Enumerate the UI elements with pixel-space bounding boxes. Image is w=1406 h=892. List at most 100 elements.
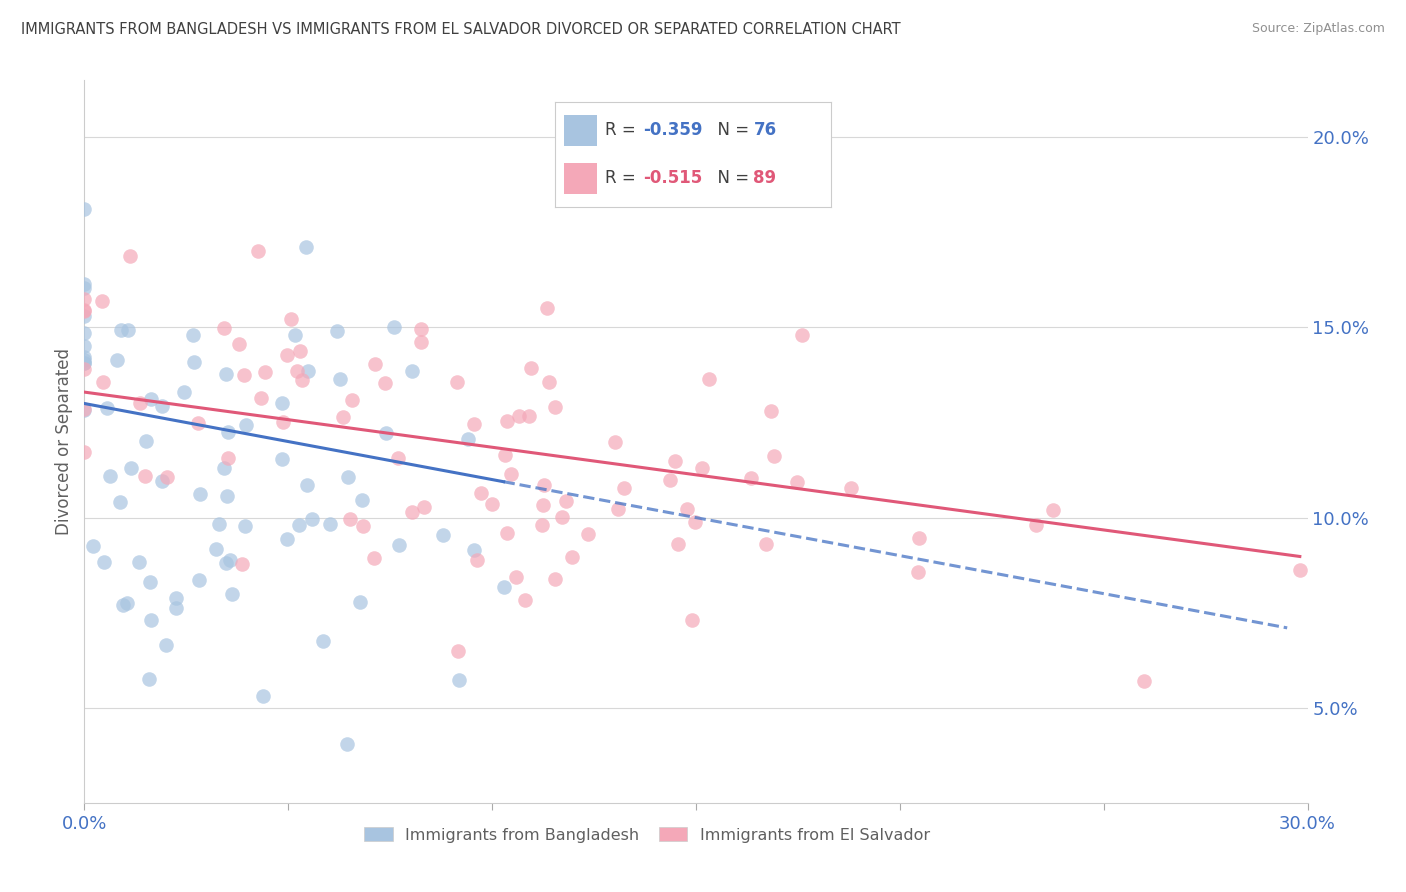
Point xyxy=(297,364,319,378)
Point xyxy=(134,469,156,483)
Point xyxy=(446,375,468,389)
Point xyxy=(231,558,253,572)
Point xyxy=(139,574,162,589)
Point xyxy=(284,328,307,343)
Point xyxy=(759,404,782,418)
Point xyxy=(496,526,519,541)
Point xyxy=(555,493,578,508)
Point xyxy=(215,368,238,382)
Point xyxy=(494,448,516,462)
Point xyxy=(73,292,96,306)
Point xyxy=(666,537,689,551)
Point xyxy=(73,444,96,458)
Point xyxy=(232,368,254,382)
Point xyxy=(73,353,96,368)
Point xyxy=(387,451,409,466)
Point xyxy=(1133,674,1156,689)
Point xyxy=(73,356,96,370)
Point xyxy=(675,501,697,516)
Point xyxy=(457,432,479,446)
Point xyxy=(108,495,131,509)
Point xyxy=(212,321,235,335)
Point xyxy=(280,311,302,326)
Point xyxy=(188,486,211,500)
Point xyxy=(740,471,762,485)
Point xyxy=(839,481,862,495)
Point xyxy=(98,469,121,483)
Point xyxy=(340,393,363,408)
Point xyxy=(449,673,471,687)
Point xyxy=(326,324,349,338)
Point xyxy=(217,425,239,439)
Text: Source: ZipAtlas.com: Source: ZipAtlas.com xyxy=(1251,22,1385,36)
Point xyxy=(208,517,231,532)
Point xyxy=(270,396,292,410)
Point xyxy=(235,417,257,432)
Point xyxy=(605,434,627,449)
Point xyxy=(465,552,488,566)
Point xyxy=(215,489,238,503)
Point xyxy=(463,417,485,431)
Point xyxy=(755,537,778,551)
Point xyxy=(388,538,411,552)
Point xyxy=(786,475,808,490)
Point xyxy=(155,638,177,652)
Point xyxy=(501,467,523,482)
Point xyxy=(538,375,561,389)
Point xyxy=(363,550,385,565)
Y-axis label: Divorced or Separated: Divorced or Separated xyxy=(55,348,73,535)
Point xyxy=(73,403,96,417)
Point xyxy=(332,409,354,424)
Point xyxy=(329,372,352,386)
Point xyxy=(73,350,96,364)
Point xyxy=(374,376,396,390)
Point xyxy=(336,737,359,751)
Point xyxy=(411,334,433,349)
Point xyxy=(246,244,269,259)
Point xyxy=(111,598,134,612)
Point xyxy=(692,461,714,475)
Point xyxy=(110,323,132,337)
Point xyxy=(120,249,142,263)
Point xyxy=(463,542,485,557)
Point xyxy=(1042,503,1064,517)
Point xyxy=(155,470,177,484)
Point xyxy=(312,634,335,648)
Point xyxy=(288,517,311,532)
Point xyxy=(1288,563,1310,577)
Point xyxy=(141,392,163,406)
Point xyxy=(288,344,311,359)
Point xyxy=(536,301,558,315)
Point xyxy=(285,364,308,378)
Point xyxy=(128,555,150,569)
Point xyxy=(214,460,236,475)
Point xyxy=(1025,517,1047,532)
Point xyxy=(228,337,250,351)
Point xyxy=(606,502,628,516)
Point xyxy=(561,549,583,564)
Point xyxy=(115,596,138,610)
Point xyxy=(217,450,239,465)
Point xyxy=(470,485,492,500)
Point xyxy=(481,497,503,511)
Point xyxy=(187,416,209,430)
Point xyxy=(73,356,96,370)
Point xyxy=(401,364,423,378)
Point xyxy=(301,512,323,526)
Point xyxy=(350,492,373,507)
Point xyxy=(73,304,96,318)
Point xyxy=(533,478,555,492)
Point xyxy=(432,528,454,542)
Point xyxy=(73,302,96,317)
Point xyxy=(295,478,318,492)
Point xyxy=(520,360,543,375)
Point xyxy=(352,519,374,533)
Point xyxy=(181,328,204,343)
Point xyxy=(73,281,96,295)
Legend: Immigrants from Bangladesh, Immigrants from El Salvador: Immigrants from Bangladesh, Immigrants f… xyxy=(357,821,936,849)
Point xyxy=(544,573,567,587)
Point xyxy=(374,426,396,441)
Point xyxy=(659,473,682,487)
Point xyxy=(218,553,240,567)
Point xyxy=(270,452,292,467)
